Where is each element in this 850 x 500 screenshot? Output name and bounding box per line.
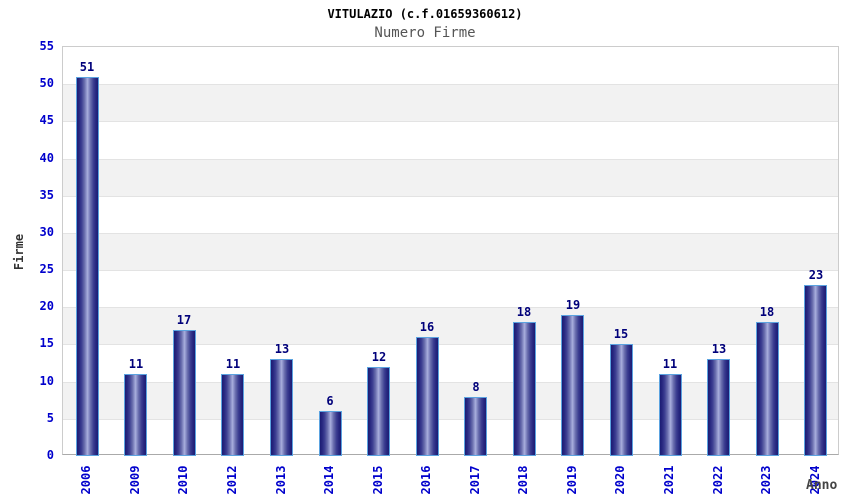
bar bbox=[367, 367, 390, 456]
bar bbox=[610, 344, 633, 456]
y-axis-title: Firme bbox=[12, 233, 26, 271]
bar-value-label: 18 bbox=[759, 305, 775, 319]
bar-value-label: 6 bbox=[326, 394, 334, 408]
x-tick-label: 2016 bbox=[419, 465, 433, 495]
bar bbox=[561, 315, 584, 456]
bar bbox=[804, 285, 827, 456]
y-tick-label: 55 bbox=[39, 39, 54, 53]
bar-value-label: 11 bbox=[225, 357, 241, 371]
bar-value-label: 23 bbox=[808, 268, 824, 282]
x-tick-label: 2020 bbox=[613, 465, 627, 495]
grid-band bbox=[63, 158, 838, 196]
x-tick-label: 2014 bbox=[322, 465, 336, 495]
y-tick-label: 30 bbox=[39, 225, 54, 239]
bar bbox=[756, 322, 779, 456]
y-tick-label: 5 bbox=[46, 411, 54, 425]
bar-value-label: 13 bbox=[711, 342, 727, 356]
gridline bbox=[63, 158, 838, 160]
x-tick-label: 2021 bbox=[662, 465, 676, 495]
y-tick-label: 35 bbox=[39, 188, 54, 202]
x-tick-label: 2009 bbox=[128, 465, 142, 495]
gridline bbox=[63, 270, 838, 272]
y-tick-label: 15 bbox=[39, 336, 54, 350]
bar bbox=[513, 322, 536, 456]
bar bbox=[221, 374, 244, 456]
x-tick-label: 2019 bbox=[565, 465, 579, 495]
bar-value-label: 8 bbox=[472, 380, 480, 394]
bar-value-label: 18 bbox=[516, 305, 532, 319]
plot-area: 51 11 17 11 13 6 12 16 8 18 19 15 11 13 18 23 bbox=[62, 46, 839, 456]
bar-value-label: 15 bbox=[613, 327, 629, 341]
x-tick-label: 2018 bbox=[516, 465, 530, 495]
chart-subtitle: Numero Firme bbox=[374, 25, 476, 41]
bar bbox=[707, 359, 730, 456]
bar bbox=[319, 411, 342, 456]
bar-value-label: 51 bbox=[79, 60, 95, 74]
grid-band bbox=[63, 84, 838, 122]
y-tick-label: 0 bbox=[46, 448, 54, 462]
bar bbox=[416, 337, 439, 456]
bar bbox=[270, 359, 293, 456]
y-tick-label: 40 bbox=[39, 151, 54, 165]
gridline bbox=[63, 307, 838, 309]
gridline bbox=[63, 344, 838, 346]
grid-band bbox=[63, 196, 838, 233]
y-tick-label: 45 bbox=[39, 113, 54, 127]
grid-band bbox=[63, 47, 838, 84]
x-tick-label: 2015 bbox=[371, 465, 385, 495]
y-tick-label: 20 bbox=[39, 299, 54, 313]
x-tick-label: 2010 bbox=[176, 465, 190, 495]
bar bbox=[464, 397, 487, 456]
x-tick-label: 2017 bbox=[468, 465, 482, 495]
bar-value-label: 16 bbox=[419, 320, 435, 334]
x-tick-label: 2023 bbox=[759, 465, 773, 495]
gridline bbox=[63, 195, 838, 197]
x-tick-label: 2006 bbox=[79, 465, 93, 495]
bar bbox=[76, 77, 99, 456]
bar-value-label: 13 bbox=[274, 342, 290, 356]
bar-value-label: 11 bbox=[662, 357, 678, 371]
grid-band bbox=[63, 121, 838, 158]
gridline bbox=[63, 418, 838, 420]
gridline bbox=[63, 121, 838, 123]
bar bbox=[124, 374, 147, 456]
bar-value-label: 11 bbox=[128, 357, 144, 371]
x-tick-label: 2013 bbox=[274, 465, 288, 495]
x-axis-title: Anno bbox=[806, 478, 838, 493]
chart-title: VITULAZIO (c.f.01659360612) bbox=[327, 7, 523, 21]
y-tick-label: 25 bbox=[39, 262, 54, 276]
grid-band bbox=[63, 232, 838, 271]
bar-value-label: 12 bbox=[371, 350, 387, 364]
gridline bbox=[63, 84, 838, 86]
y-tick-label: 10 bbox=[39, 374, 54, 388]
bar bbox=[659, 374, 682, 456]
x-tick-label: 2022 bbox=[711, 465, 725, 495]
gridline bbox=[63, 381, 838, 383]
bar bbox=[173, 330, 196, 456]
bar-value-label: 19 bbox=[565, 298, 581, 312]
bar-value-label: 17 bbox=[176, 313, 192, 327]
x-tick-label: 2012 bbox=[225, 465, 239, 495]
y-tick-label: 50 bbox=[39, 76, 54, 90]
gridline bbox=[63, 232, 838, 234]
grid-band bbox=[63, 270, 838, 307]
